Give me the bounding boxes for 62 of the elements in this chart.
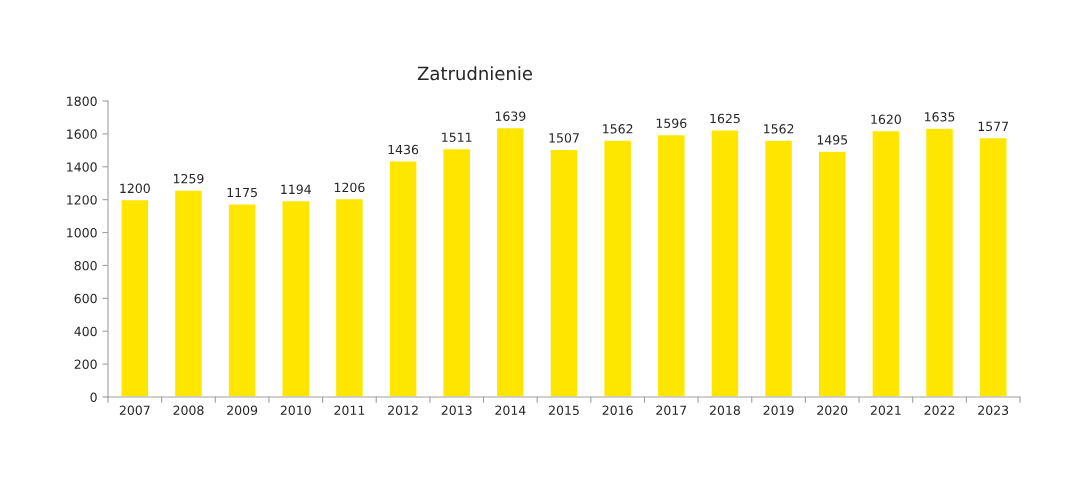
x-tick-label: 2011 (334, 405, 365, 416)
bar (978, 136, 1008, 397)
bar (763, 139, 794, 397)
bar (924, 127, 955, 397)
bar (603, 139, 633, 397)
y-tick-label: 1600 (67, 129, 97, 139)
x-tick-label: 2007 (119, 405, 150, 416)
bar (871, 129, 901, 397)
bar (817, 150, 847, 397)
bar (281, 199, 311, 397)
data-label: 1639 (495, 111, 526, 121)
y-tick-label: 400 (74, 326, 97, 337)
data-label: 1194 (281, 184, 311, 195)
data-label: 1495 (817, 135, 848, 145)
x-tick-label: 2022 (924, 405, 955, 416)
bar (120, 198, 150, 397)
data-label: 1635 (925, 112, 955, 122)
data-label: 1206 (334, 182, 365, 193)
data-label: 1175 (227, 187, 257, 198)
x-tick-label: 2021 (870, 405, 901, 416)
data-label: 1562 (764, 124, 794, 134)
x-tick-label: 2017 (656, 405, 687, 416)
bar (656, 133, 686, 397)
y-tick-label: 1400 (67, 162, 97, 172)
bar (334, 197, 365, 397)
x-tick-label: 2018 (709, 405, 740, 416)
data-label: 1200 (120, 183, 150, 194)
x-tick-label: 2012 (388, 405, 418, 416)
data-label: 1511 (442, 132, 472, 142)
bar (495, 126, 525, 397)
bar (442, 147, 472, 397)
x-tick-label: 2020 (817, 405, 848, 416)
data-label: 1620 (871, 114, 901, 125)
x-tick-label: 2016 (602, 405, 633, 416)
bar (549, 148, 579, 397)
x-tick-label: 2009 (227, 405, 258, 416)
data-label: 1625 (710, 113, 740, 124)
bar (710, 129, 740, 397)
y-tick-label: 200 (74, 359, 97, 370)
x-tick-label: 2015 (549, 405, 579, 416)
x-tick-label: 2008 (173, 405, 204, 416)
bar (173, 189, 204, 397)
x-tick-label: 2013 (441, 405, 472, 416)
x-tick-label: 2023 (978, 405, 1009, 416)
bar (388, 160, 418, 397)
y-tick-label: 1000 (67, 228, 97, 238)
data-label: 1562 (603, 124, 633, 134)
x-tick-label: 2010 (280, 405, 311, 416)
y-tick-label: 1200 (67, 195, 97, 205)
data-label: 1507 (549, 133, 579, 143)
y-tick-label: 1800 (67, 96, 97, 106)
y-tick-label: 600 (74, 293, 97, 304)
chart-title: Zatrudnienie (417, 66, 533, 81)
bar (227, 203, 257, 397)
x-tick-label: 2019 (763, 405, 794, 416)
data-label: 1436 (388, 144, 419, 155)
data-label: 1596 (656, 118, 687, 128)
data-label: 1577 (978, 121, 1009, 132)
x-tick-label: 2014 (495, 405, 526, 416)
y-tick-label: 800 (74, 260, 97, 271)
data-label: 1259 (173, 173, 204, 184)
y-tick-label: 0 (90, 392, 97, 402)
